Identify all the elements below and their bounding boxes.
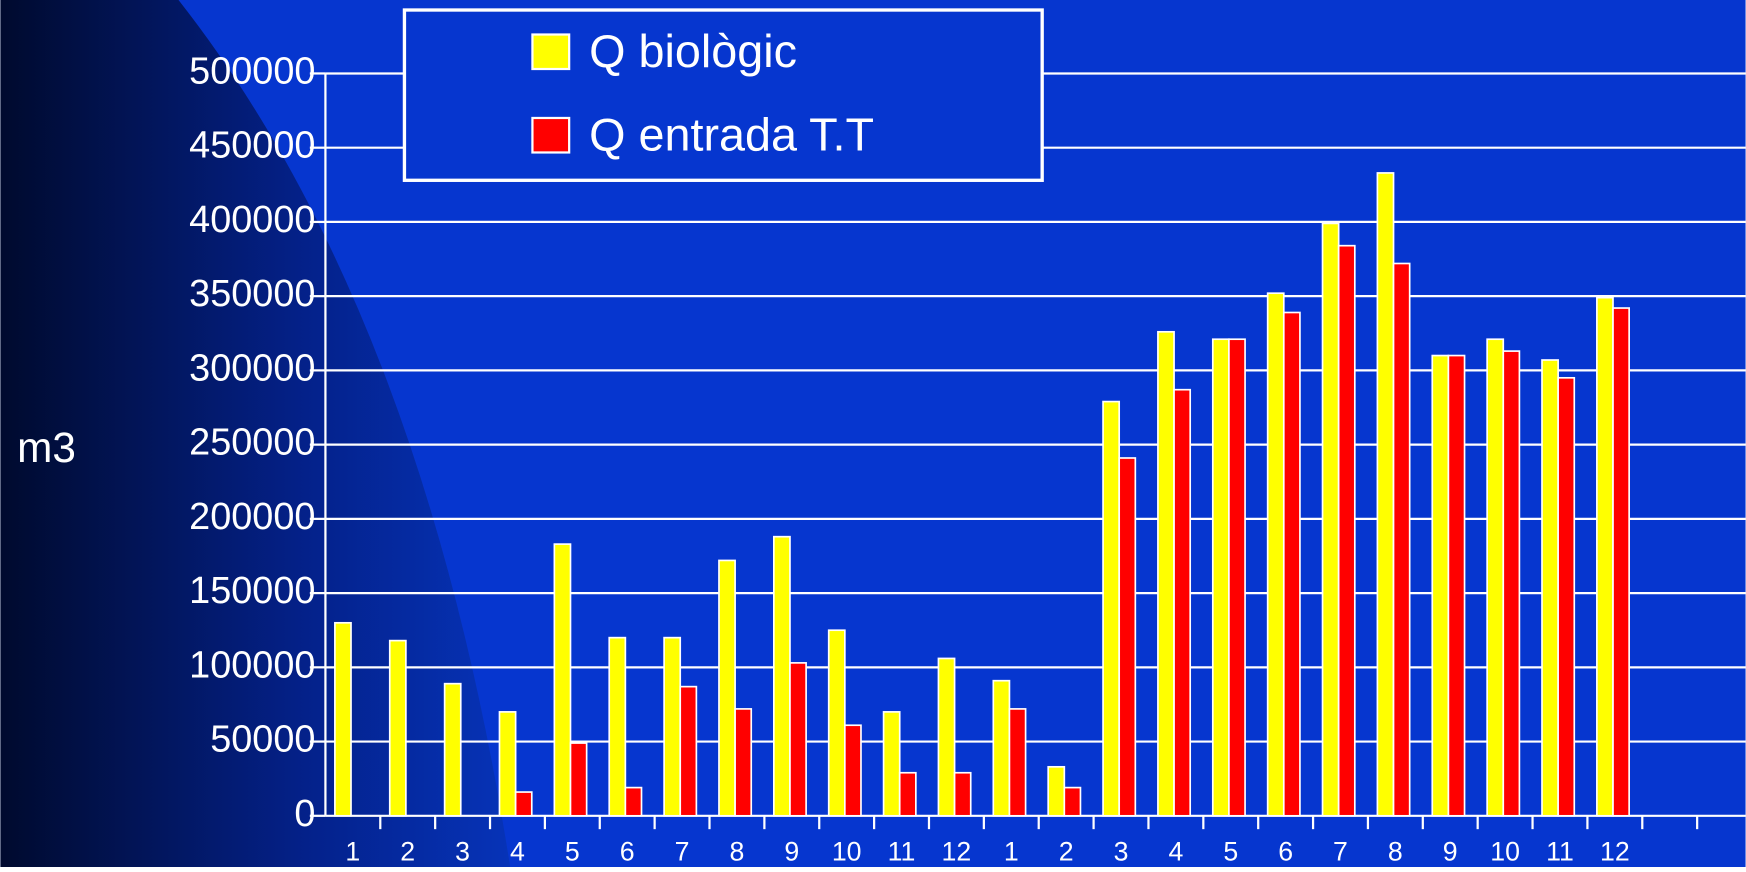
x-tick-label: 11 [888,837,916,867]
bar [1337,244,1356,817]
legend-label: Q biològic [589,25,797,77]
x-tick-label: 2 [400,837,415,867]
bar [953,771,972,817]
bar [734,708,753,817]
x-tick-label: 9 [1443,837,1458,867]
bar [1157,330,1175,817]
bar [1047,765,1066,817]
y-tick-label: 300000 [189,347,315,389]
bar [1431,354,1450,817]
x-tick-label: 6 [1278,837,1293,867]
bar [1612,307,1630,817]
x-tick-label: 12 [942,837,972,867]
x-tick-label: 8 [730,837,745,867]
bar [1211,338,1230,817]
x-tick-label: 1 [1004,837,1019,867]
y-tick-label: 500000 [189,50,315,92]
x-tick-label: 3 [1114,837,1129,867]
y-tick-label: 450000 [189,125,315,167]
bar [827,629,846,817]
x-tick-label: 4 [510,837,525,867]
bar [1376,172,1395,817]
bar [937,657,956,817]
y-tick-label: 250000 [189,422,315,464]
bar [1447,354,1466,817]
bar [1063,786,1082,817]
bar [1321,222,1340,817]
x-tick-label: 7 [675,837,690,867]
legend-swatch [531,116,571,154]
legend-box [402,8,1044,182]
y-tick-label: 50000 [210,719,315,761]
legend-swatch [531,33,571,71]
bar [898,771,917,817]
y-tick-label: 200000 [189,496,315,538]
legend-label: Q entrada T.T [589,108,874,160]
bar [624,786,643,817]
x-tick-label: 6 [620,837,635,867]
x-tick-label: 7 [1333,837,1348,867]
bar [1118,457,1137,817]
bar [1266,292,1285,817]
x-tick-label: 9 [784,837,799,867]
x-tick-label: 1 [345,837,360,867]
legend: Q biològic Q entrada T.T [402,8,1044,182]
y-tick-label: 150000 [189,570,315,612]
bar [608,636,627,817]
bar [844,724,862,817]
bar [882,711,901,817]
x-tick-label: 3 [455,837,470,867]
bar [663,636,682,817]
x-tick-label: 8 [1388,837,1403,867]
x-tick-label: 5 [565,837,580,867]
bar [553,543,572,817]
y-tick-label: 0 [294,793,315,835]
bar [334,621,352,817]
bar [992,679,1011,817]
bar [514,791,533,817]
bar [773,535,791,817]
x-tick-label: 10 [1490,837,1520,867]
x-tick-label: 5 [1223,837,1238,867]
bar [498,711,517,817]
bar [1282,311,1301,817]
x-tick-label: 11 [1546,837,1574,867]
bar [679,685,698,817]
x-tick-label: 12 [1600,837,1630,867]
bar [1557,376,1576,817]
bar [1502,350,1521,817]
bar [1173,388,1192,817]
bar [1008,708,1027,817]
x-tick-label: 10 [832,837,862,867]
x-tick-label: 4 [1168,837,1183,867]
y-tick-label: 350000 [189,273,315,315]
bar [569,742,588,817]
bar [1102,400,1121,817]
bar [718,559,736,817]
bar [1392,262,1411,817]
bar [789,662,807,817]
y-tick-label: 400000 [189,199,315,241]
bar [388,639,407,817]
bar [1228,338,1246,817]
x-tick-label: 2 [1059,837,1074,867]
bar [1486,338,1505,817]
y-tick-label: 100000 [189,644,315,686]
background-shade [0,0,511,867]
bar [1596,296,1614,817]
plot: 0500001000001500002000002500003000003500… [189,50,1746,867]
bar [443,682,462,817]
axis-label: m3 [17,424,76,471]
bar [1541,359,1559,817]
